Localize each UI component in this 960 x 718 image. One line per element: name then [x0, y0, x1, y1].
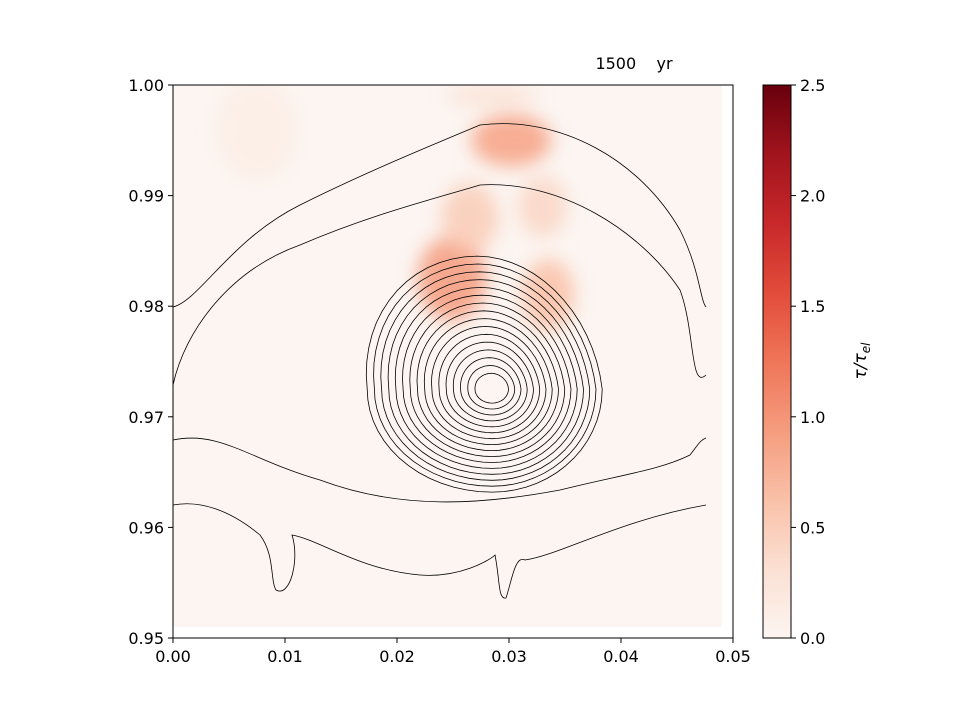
x-tick-label: 0.00	[155, 647, 191, 666]
contour-line	[402, 294, 572, 463]
heat-peak	[441, 183, 498, 252]
heat-peak	[471, 114, 552, 167]
contour-lines	[172, 123, 707, 599]
y-tick-label: 0.95	[128, 629, 164, 648]
y-axis: 0.95 0.96 0.97 0.98 0.99 1.00	[128, 76, 173, 648]
x-tick-label: 0.05	[715, 647, 751, 666]
x-axis: 0.00 0.01 0.02 0.03 0.04 0.05	[155, 638, 751, 666]
colorbar-gradient	[762, 84, 792, 639]
y-tick-label: 0.97	[128, 408, 164, 427]
contour-line	[394, 286, 578, 469]
colorbar-tick-label: 2.5	[800, 76, 825, 95]
x-tick-label: 0.01	[267, 647, 303, 666]
colorbar-label-main: τ/τ	[851, 352, 871, 379]
contour-line	[365, 255, 603, 493]
x-tick-label: 0.03	[491, 647, 527, 666]
contour-line	[172, 184, 707, 386]
colorbar-tick-label: 0.5	[800, 518, 825, 537]
colorbar-tick-label: 1.5	[800, 297, 825, 316]
x-tick-label: 0.02	[379, 647, 415, 666]
y-tick-label: 0.98	[128, 297, 164, 316]
heat-peak	[522, 259, 575, 332]
contour-line	[460, 357, 522, 416]
heat-peak	[417, 236, 486, 321]
colorbar: 0.0 0.5 1.0 1.5 2.0 2.5 τ/τel	[762, 76, 873, 648]
contour-line	[387, 279, 584, 475]
contour-line	[431, 326, 547, 440]
contour-line	[172, 503, 707, 599]
y-tick-label: 1.00	[128, 76, 164, 95]
colorbar-ticks: 0.0 0.5 1.0 1.5 2.0 2.5	[791, 76, 825, 648]
colorbar-tick-label: 0.0	[800, 629, 825, 648]
contour-line	[438, 333, 541, 434]
contour-line	[467, 365, 516, 410]
heat-peak	[518, 176, 567, 237]
colorbar-label: τ/τel	[851, 342, 873, 380]
contour-line	[380, 271, 591, 481]
heatmap-field	[173, 85, 722, 627]
contour-line	[423, 318, 553, 446]
colorbar-tick-label: 2.0	[800, 187, 825, 206]
contour-line	[452, 349, 528, 422]
contour-line	[474, 372, 509, 404]
colorbar-label-subscript: el	[859, 342, 873, 353]
plot-frame	[172, 84, 734, 639]
contour-line	[416, 310, 559, 452]
contour-line	[409, 302, 566, 457]
heat-peak	[447, 86, 538, 107]
y-tick-label: 0.99	[128, 187, 164, 206]
chart-title: 1500 yr	[595, 54, 673, 73]
contour-line	[172, 437, 707, 503]
contour-line	[373, 263, 597, 487]
colorbar-tick-label: 1.0	[800, 408, 825, 427]
contour-line	[445, 341, 534, 428]
heat-peak	[217, 85, 297, 180]
contour-line	[172, 123, 707, 308]
x-tick-label: 0.04	[603, 647, 639, 666]
y-tick-label: 0.96	[128, 518, 164, 537]
